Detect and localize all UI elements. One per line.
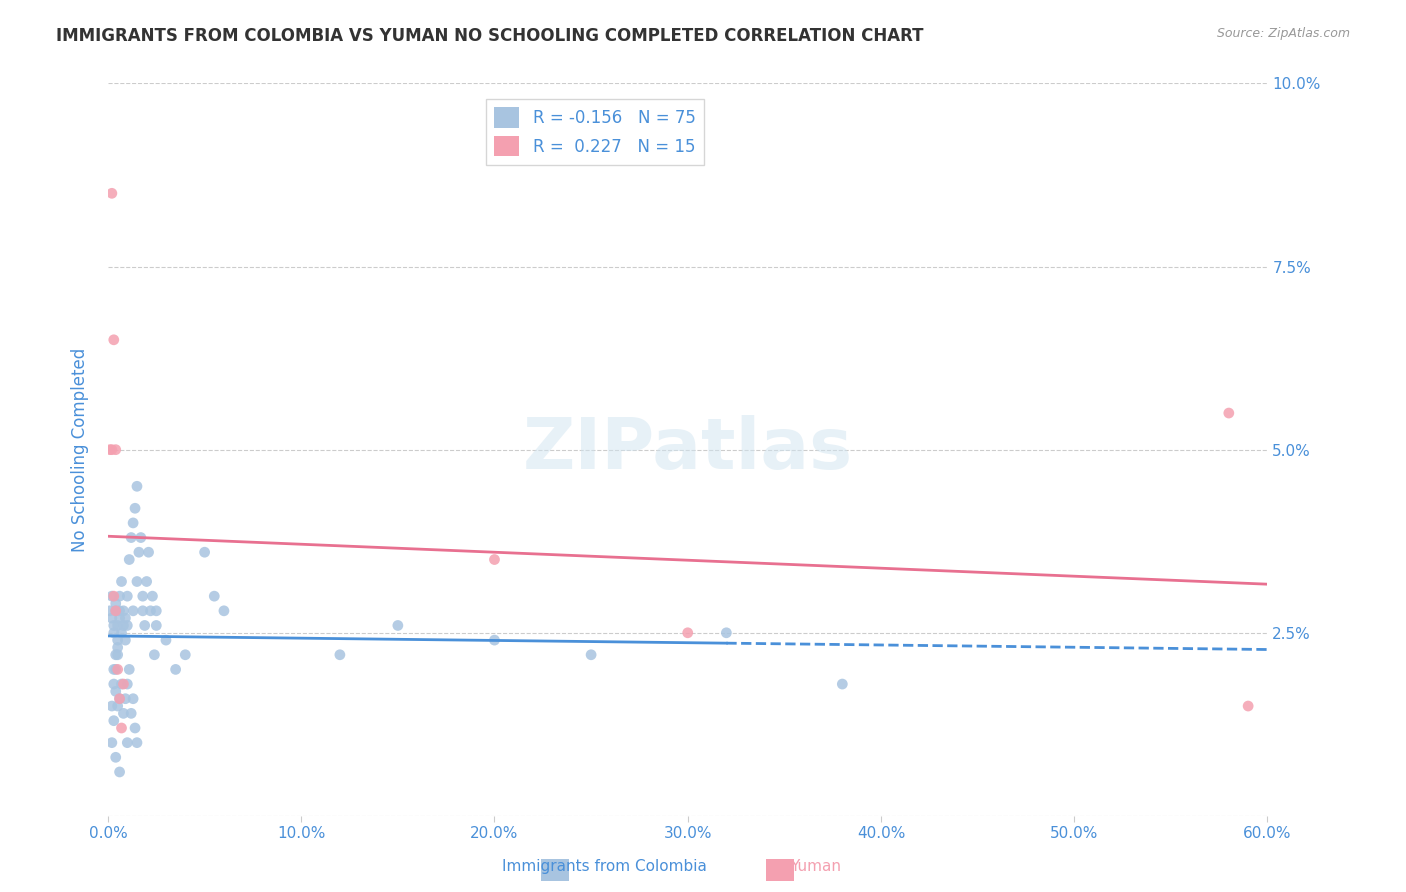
Point	[110, 721, 132, 735]
Point	[165, 662, 187, 676]
Point	[122, 604, 145, 618]
Point	[132, 589, 155, 603]
Point	[114, 691, 136, 706]
Text: IMMIGRANTS FROM COLOMBIA VS YUMAN NO SCHOOLING COMPLETED CORRELATION CHART: IMMIGRANTS FROM COLOMBIA VS YUMAN NO SCH…	[56, 27, 924, 45]
Point	[114, 633, 136, 648]
Point	[108, 589, 131, 603]
Point	[107, 648, 129, 662]
Point	[101, 589, 124, 603]
Point	[122, 516, 145, 530]
Point	[132, 604, 155, 618]
Point	[107, 640, 129, 655]
Point	[101, 699, 124, 714]
Point	[107, 618, 129, 632]
Point	[117, 589, 139, 603]
Point	[202, 589, 225, 603]
Point	[108, 764, 131, 779]
Point	[108, 611, 131, 625]
Point	[117, 736, 139, 750]
Point	[1237, 699, 1260, 714]
Y-axis label: No Schooling Completed: No Schooling Completed	[72, 348, 89, 552]
Point	[120, 706, 142, 721]
Point	[114, 611, 136, 625]
Point	[104, 442, 127, 457]
Point	[831, 677, 853, 691]
Point	[101, 611, 124, 625]
Point	[104, 684, 127, 698]
Point	[110, 574, 132, 589]
Point	[1218, 406, 1240, 420]
Point	[155, 633, 177, 648]
Point	[174, 648, 197, 662]
Point	[484, 552, 506, 566]
Point	[716, 625, 738, 640]
Point	[103, 618, 125, 632]
Point	[103, 714, 125, 728]
Point	[141, 589, 163, 603]
Point	[108, 604, 131, 618]
Point	[128, 545, 150, 559]
Point	[101, 186, 124, 201]
Point	[122, 691, 145, 706]
Point	[676, 625, 699, 640]
Point	[104, 648, 127, 662]
Point	[134, 618, 156, 632]
Point	[125, 736, 148, 750]
Point	[120, 531, 142, 545]
Point	[387, 618, 409, 632]
Point	[101, 736, 124, 750]
Point	[579, 648, 602, 662]
Point	[110, 677, 132, 691]
Point	[112, 677, 135, 691]
Text: ZIPatlas: ZIPatlas	[523, 415, 853, 484]
Legend: R = -0.156   N = 75, R =  0.227   N = 15: R = -0.156 N = 75, R = 0.227 N = 15	[486, 99, 704, 165]
Point	[125, 574, 148, 589]
Point	[98, 604, 121, 618]
Point	[108, 691, 131, 706]
Point	[145, 604, 167, 618]
Point	[117, 677, 139, 691]
Point	[117, 618, 139, 632]
Point	[103, 625, 125, 640]
Point	[138, 545, 160, 559]
Point	[104, 750, 127, 764]
Point	[104, 604, 127, 618]
Point	[135, 574, 157, 589]
Point	[104, 597, 127, 611]
Point	[118, 552, 141, 566]
Text: Immigrants from Colombia: Immigrants from Colombia	[502, 859, 707, 874]
Point	[329, 648, 352, 662]
Point	[125, 479, 148, 493]
Point	[112, 604, 135, 618]
Point	[98, 442, 121, 457]
Point	[194, 545, 217, 559]
Point	[129, 531, 152, 545]
Point	[103, 662, 125, 676]
Point	[107, 662, 129, 676]
Point	[212, 604, 235, 618]
Point	[118, 662, 141, 676]
Point	[112, 618, 135, 632]
Point	[145, 618, 167, 632]
Point	[143, 648, 166, 662]
Point	[107, 699, 129, 714]
Point	[103, 589, 125, 603]
Point	[110, 625, 132, 640]
Point	[104, 604, 127, 618]
Point	[107, 633, 129, 648]
Point	[484, 633, 506, 648]
Text: Yuman: Yuman	[790, 859, 841, 874]
Point	[103, 333, 125, 347]
Point	[108, 691, 131, 706]
Point	[112, 706, 135, 721]
Point	[103, 677, 125, 691]
Point	[124, 721, 146, 735]
Text: Source: ZipAtlas.com: Source: ZipAtlas.com	[1216, 27, 1350, 40]
Point	[124, 501, 146, 516]
Point	[104, 662, 127, 676]
Point	[139, 604, 162, 618]
Point	[101, 442, 124, 457]
